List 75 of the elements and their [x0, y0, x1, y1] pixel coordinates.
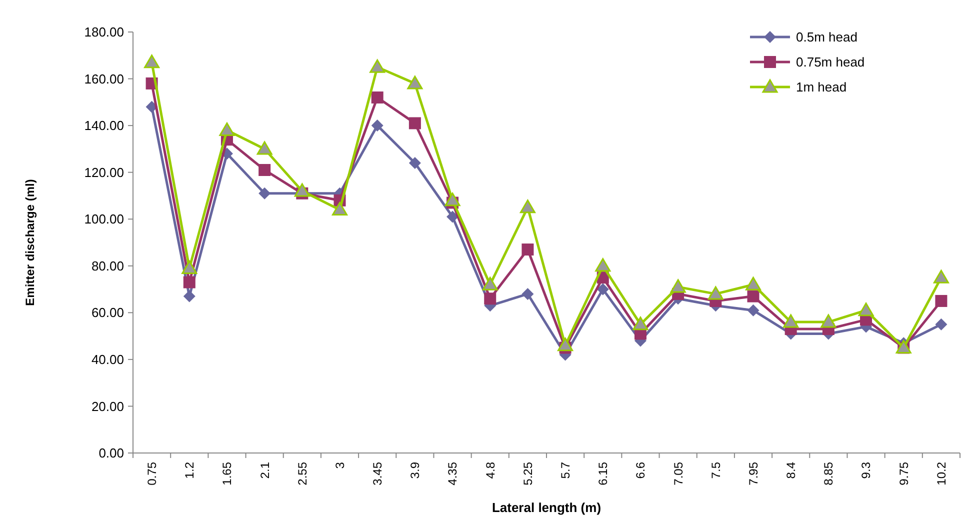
x-tick-label: 5.25	[520, 462, 535, 486]
point	[371, 91, 384, 104]
point	[520, 200, 536, 214]
x-tick-label: 0.75	[144, 462, 159, 486]
point	[783, 314, 799, 328]
x-tick-label: 4.8	[483, 462, 498, 479]
point	[747, 304, 760, 316]
point	[522, 288, 534, 300]
point	[595, 258, 611, 272]
x-tick-label: 6.6	[634, 462, 648, 479]
x-tick-label: 10.2	[934, 462, 948, 486]
point	[183, 290, 196, 302]
point	[408, 117, 421, 130]
y-axis-title: Emitter discharge (ml)	[23, 179, 37, 306]
point	[258, 187, 271, 200]
x-tick-label: 4.35	[446, 462, 460, 486]
point	[558, 338, 574, 352]
x-tick-label: 7.95	[746, 462, 760, 486]
x-tick-label: 8.4	[784, 462, 798, 479]
point	[482, 276, 498, 290]
point	[935, 294, 948, 307]
x-tick-label: 3	[332, 462, 347, 469]
y-tick-label: 180.00	[84, 24, 124, 40]
point	[670, 279, 686, 293]
point	[219, 122, 235, 136]
point	[596, 283, 609, 296]
point	[294, 183, 310, 197]
x-axis-title: Lateral length (m)	[492, 500, 602, 515]
x-tick-label: 5.7	[558, 462, 572, 479]
y-tick-label: 40.00	[91, 352, 124, 367]
point	[935, 318, 948, 330]
x-tick-label: 2.55	[295, 462, 310, 486]
y-tick-label: 100.00	[84, 212, 124, 227]
y-tick-label: 120.00	[84, 164, 124, 180]
y-tick-label: 160.00	[84, 71, 124, 86]
point	[708, 286, 724, 300]
point	[144, 54, 160, 68]
x-tick-label: 9.75	[896, 462, 911, 486]
point	[522, 244, 534, 256]
point	[258, 164, 271, 176]
x-tick-label: 9.3	[859, 462, 874, 479]
point	[933, 270, 949, 284]
point	[256, 141, 272, 155]
point	[858, 302, 874, 316]
legend-label: 0.5m head	[796, 30, 858, 45]
x-tick-label: 8.85	[822, 462, 836, 486]
point	[632, 316, 648, 330]
point	[746, 276, 761, 290]
legend-label: 1m head	[796, 80, 847, 95]
point	[332, 202, 348, 216]
point	[371, 120, 384, 132]
point	[182, 260, 198, 274]
point	[407, 76, 423, 90]
y-tick-label: 60.00	[91, 305, 124, 320]
point	[408, 156, 421, 169]
x-tick-label: 7.05	[671, 462, 686, 486]
x-tick-label: 6.15	[596, 462, 610, 486]
point	[747, 290, 760, 302]
point	[820, 314, 836, 328]
point	[444, 192, 460, 206]
y-tick-label: 80.00	[91, 258, 124, 274]
y-tick-label: 20.00	[91, 398, 124, 414]
x-tick-label: 3.45	[370, 462, 385, 486]
point	[484, 292, 496, 305]
legend-label: 0.75m head	[796, 54, 865, 70]
point	[183, 276, 196, 288]
y-tick-label: 140.00	[84, 118, 124, 134]
x-tick-label: 2.1	[258, 462, 272, 479]
y-tick-label: 0.00	[98, 446, 124, 461]
point	[446, 210, 459, 223]
x-tick-label: 1.2	[182, 462, 197, 479]
x-tick-label: 1.65	[220, 462, 234, 486]
point	[370, 59, 386, 73]
x-tick-label: 3.9	[408, 462, 422, 479]
x-tick-label: 7.5	[708, 462, 723, 479]
